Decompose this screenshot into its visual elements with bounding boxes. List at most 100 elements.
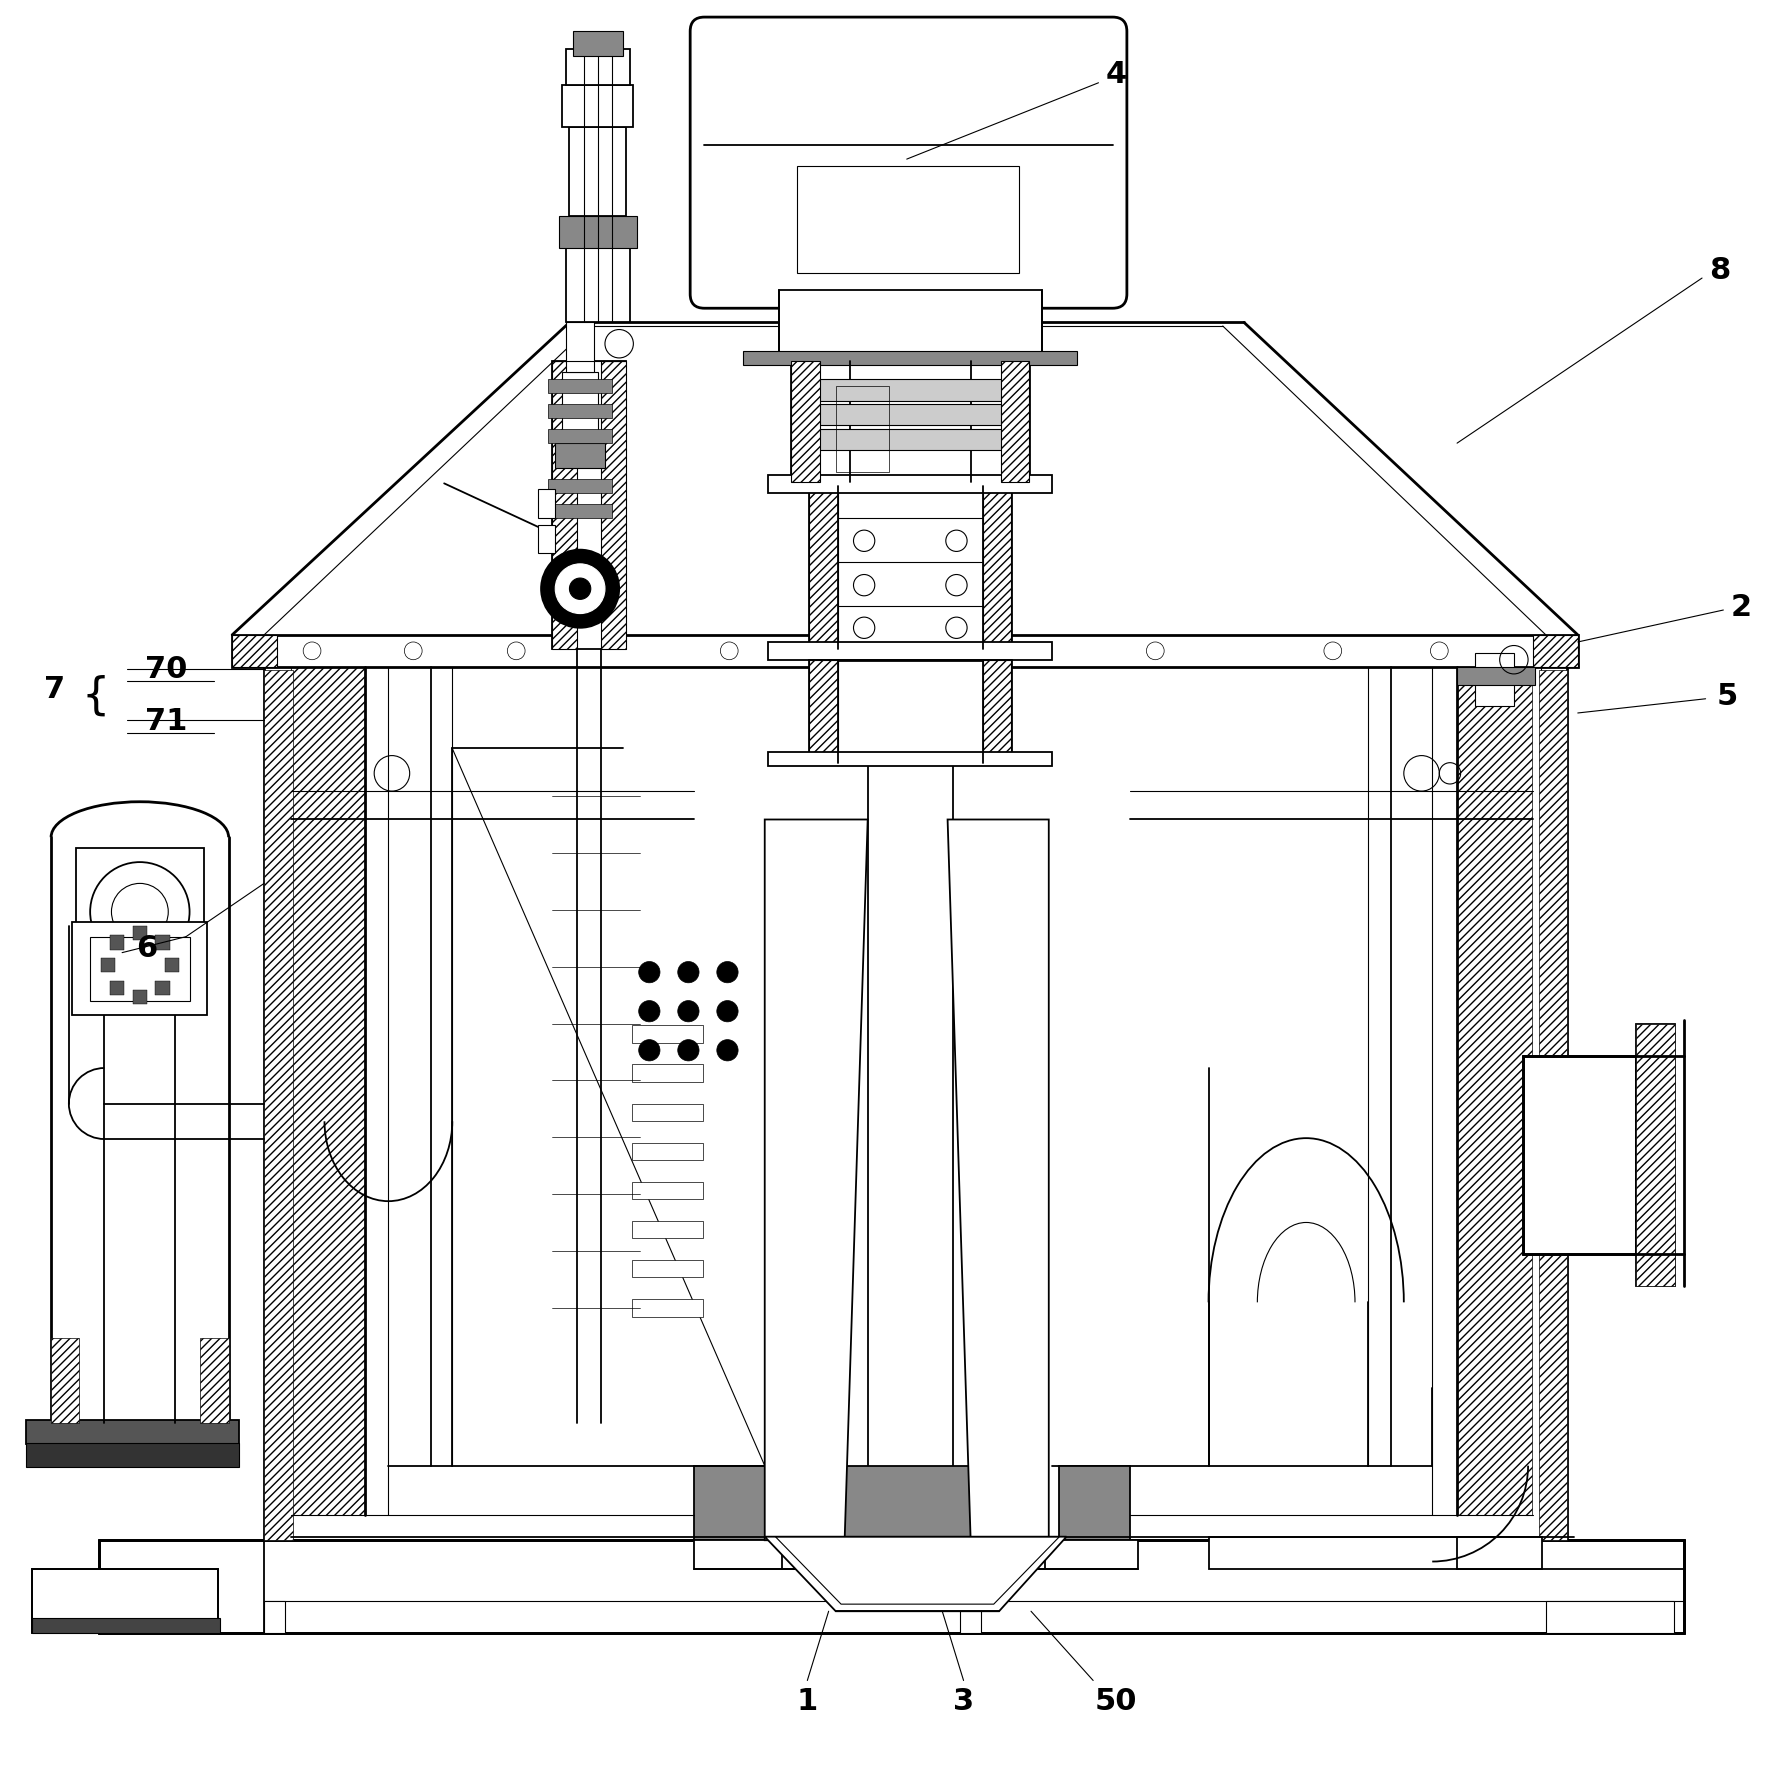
Text: 5: 5 xyxy=(1716,681,1737,711)
Bar xyxy=(548,429,612,444)
Bar xyxy=(971,820,1049,1540)
Text: 2: 2 xyxy=(1730,593,1751,622)
Bar xyxy=(1545,1600,1673,1632)
Bar xyxy=(292,668,364,1515)
Bar xyxy=(631,1103,702,1121)
Polygon shape xyxy=(765,820,868,1540)
Bar xyxy=(110,936,124,950)
Bar xyxy=(569,128,626,217)
Bar xyxy=(779,290,1042,358)
Bar xyxy=(960,1600,981,1632)
Circle shape xyxy=(638,962,660,984)
Bar xyxy=(565,323,594,372)
Bar xyxy=(983,661,1012,763)
Bar xyxy=(809,486,1012,650)
Text: 4: 4 xyxy=(1106,61,1127,89)
Bar xyxy=(52,1338,80,1424)
Bar xyxy=(155,982,169,994)
Bar xyxy=(768,643,1053,661)
Bar xyxy=(807,380,1013,401)
Text: 3: 3 xyxy=(953,1686,974,1714)
Bar xyxy=(233,636,1577,668)
Polygon shape xyxy=(765,1536,1067,1611)
Bar xyxy=(631,1066,702,1083)
Polygon shape xyxy=(948,820,1049,1540)
Bar xyxy=(768,476,1053,494)
FancyBboxPatch shape xyxy=(690,18,1127,308)
Bar xyxy=(809,661,837,763)
Bar xyxy=(765,820,845,1540)
Bar xyxy=(101,959,116,973)
Bar xyxy=(782,1536,1045,1568)
Circle shape xyxy=(717,1041,738,1062)
Bar xyxy=(265,672,293,1540)
Bar xyxy=(1522,1057,1636,1255)
Bar xyxy=(768,752,1053,766)
Bar xyxy=(1458,668,1531,1515)
Bar xyxy=(548,504,612,519)
Bar xyxy=(743,351,1077,365)
Bar xyxy=(631,1299,702,1317)
Bar xyxy=(133,991,148,1005)
Bar xyxy=(631,1026,702,1044)
Circle shape xyxy=(541,551,619,629)
Bar xyxy=(836,387,889,472)
Bar xyxy=(562,372,597,444)
Bar xyxy=(631,1260,702,1278)
Text: 7: 7 xyxy=(44,674,66,704)
Bar xyxy=(1533,636,1577,668)
Bar xyxy=(1060,1467,1131,1540)
Circle shape xyxy=(677,1001,699,1023)
Bar xyxy=(100,1540,1684,1632)
Circle shape xyxy=(717,1001,738,1023)
Bar xyxy=(631,1221,702,1238)
Bar xyxy=(562,86,633,128)
Bar xyxy=(201,1338,229,1424)
Bar xyxy=(558,217,637,249)
Bar xyxy=(631,1181,702,1199)
Text: 71: 71 xyxy=(146,706,188,736)
Bar xyxy=(32,1618,220,1632)
Bar xyxy=(818,1467,1006,1540)
Bar xyxy=(91,937,190,1001)
Bar xyxy=(573,32,622,57)
Circle shape xyxy=(677,962,699,984)
Bar xyxy=(27,1420,240,1445)
Bar xyxy=(1209,1536,1538,1568)
Bar xyxy=(265,1600,286,1632)
Bar xyxy=(791,362,1029,483)
Text: 8: 8 xyxy=(1709,255,1730,285)
Circle shape xyxy=(605,330,633,358)
Bar xyxy=(555,444,605,469)
Bar xyxy=(693,1540,1138,1568)
Bar xyxy=(110,982,124,994)
Circle shape xyxy=(91,862,190,962)
Bar xyxy=(631,1142,702,1160)
Bar xyxy=(797,168,1019,274)
Bar xyxy=(32,1568,219,1632)
Text: 50: 50 xyxy=(1095,1686,1138,1714)
Circle shape xyxy=(717,962,738,984)
Bar xyxy=(565,249,629,323)
Bar xyxy=(133,927,148,941)
Circle shape xyxy=(569,579,590,601)
Bar xyxy=(537,526,555,554)
Bar xyxy=(983,486,1012,650)
Bar xyxy=(233,636,277,668)
Bar xyxy=(565,50,629,86)
Text: {: { xyxy=(82,674,110,718)
Bar xyxy=(1001,362,1029,483)
Bar xyxy=(551,362,576,650)
Bar xyxy=(27,1443,240,1468)
Circle shape xyxy=(638,1001,660,1023)
Bar xyxy=(791,362,820,483)
Bar xyxy=(1458,1536,1542,1568)
Bar xyxy=(807,405,1013,426)
Text: 1: 1 xyxy=(797,1686,818,1714)
Bar xyxy=(601,362,626,650)
Circle shape xyxy=(677,1041,699,1062)
Bar xyxy=(1538,672,1566,1540)
Bar xyxy=(809,661,1012,763)
Bar xyxy=(807,429,1013,451)
Bar xyxy=(1636,1025,1675,1287)
